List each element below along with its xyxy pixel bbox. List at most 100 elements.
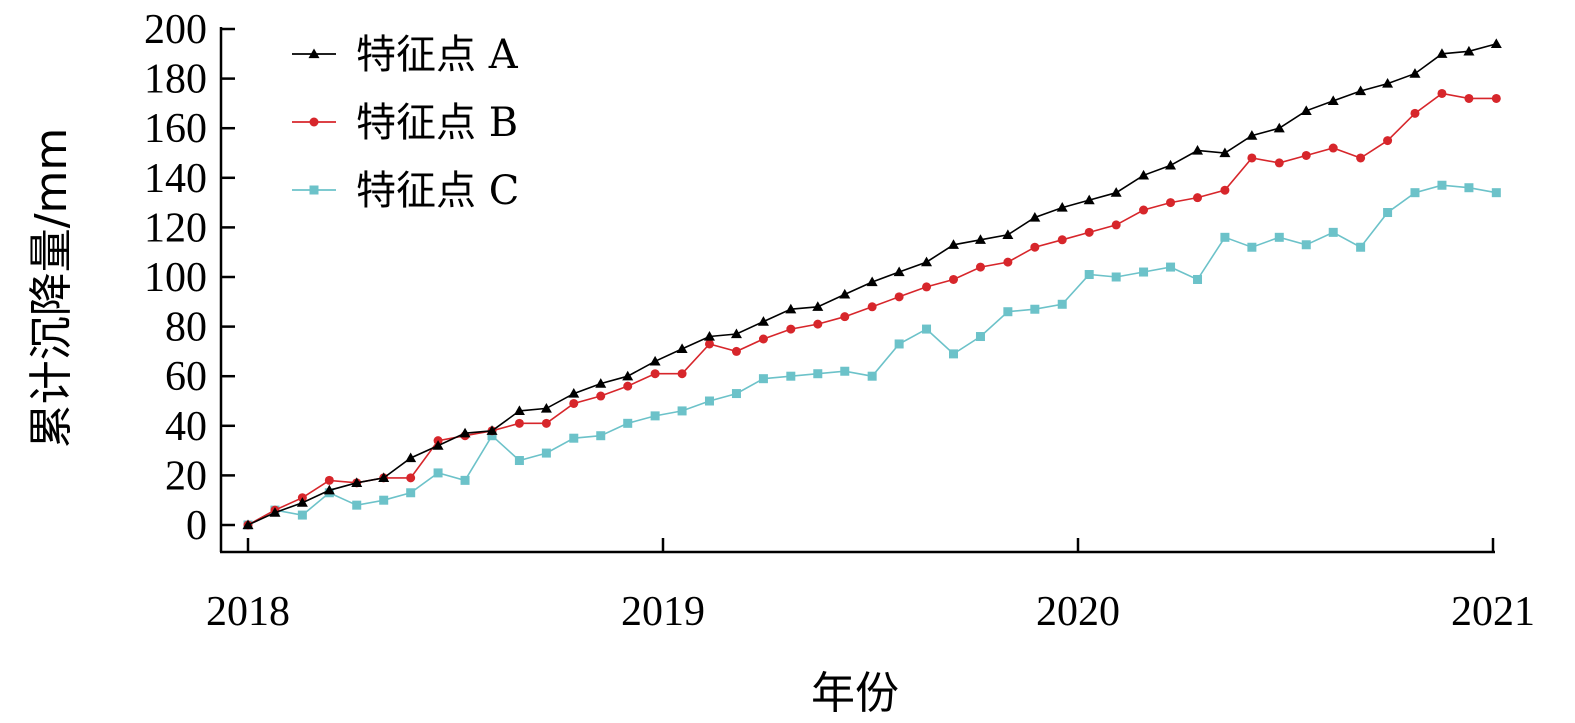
legend: 特征点 A 特征点 B 特征点 C: [292, 32, 519, 214]
series-2: [243, 88, 1501, 530]
data-point: [650, 369, 660, 379]
data-point: [1003, 257, 1013, 267]
data-point: [1410, 108, 1420, 118]
data-point: [1220, 185, 1230, 195]
y-tick-label: 180: [144, 57, 207, 103]
data-point: [1030, 242, 1040, 252]
data-point: [1327, 95, 1339, 106]
data-point: [1356, 153, 1366, 163]
data-point: [459, 427, 471, 438]
data-point: [296, 497, 308, 507]
data-point: [1192, 145, 1204, 155]
x-axis-title: 年份: [811, 668, 899, 719]
data-point: [1301, 240, 1311, 250]
data-point: [840, 366, 850, 376]
data-point: [921, 256, 933, 267]
x-tick-label: 2019: [621, 589, 705, 635]
data-point: [757, 316, 769, 326]
data-point: [1056, 202, 1068, 212]
data-point: [731, 389, 741, 399]
y-tick-label: 40: [165, 404, 207, 450]
data-point: [1084, 227, 1094, 237]
x-ticks: 2018 2019 2020 2021: [206, 538, 1535, 635]
data-point: [1139, 205, 1149, 215]
data-point: [1003, 307, 1013, 317]
legend-item: 特征点 A: [292, 32, 519, 78]
data-point: [894, 339, 904, 349]
data-point: [1356, 242, 1366, 252]
data-point: [595, 378, 607, 388]
data-point: [1139, 267, 1149, 277]
data-point: [813, 369, 823, 379]
data-point: [569, 433, 579, 443]
data-point: [786, 371, 796, 381]
data-point: [1409, 68, 1421, 78]
data-point: [1193, 193, 1203, 203]
x-tick-label: 2018: [206, 589, 290, 635]
data-point: [541, 448, 551, 458]
data-point: [242, 519, 254, 530]
x-tick-label: 2021: [1451, 589, 1535, 635]
data-point: [324, 475, 334, 485]
data-point: [352, 500, 362, 510]
data-point: [487, 431, 497, 441]
data-point: [1166, 262, 1176, 272]
data-point: [568, 388, 580, 398]
y-tick-label: 20: [165, 453, 207, 499]
data-point: [812, 301, 824, 311]
data-point: [1138, 169, 1150, 180]
data-point: [1083, 194, 1095, 205]
data-point: [1057, 299, 1067, 309]
y-tick-label: 60: [165, 354, 207, 400]
data-point: [460, 475, 470, 485]
data-point: [975, 262, 985, 272]
data-point: [1382, 78, 1394, 88]
legend-label: 特征点 B: [356, 100, 518, 146]
legend-marker: [309, 185, 319, 195]
data-point: [596, 431, 606, 441]
data-point: [1029, 211, 1041, 222]
data-point: [866, 276, 878, 287]
data-point: [894, 292, 904, 302]
y-tick-label: 100: [144, 255, 207, 301]
data-point: [813, 319, 823, 329]
series-layer: [242, 38, 1502, 530]
data-point: [1490, 38, 1502, 49]
data-point: [541, 418, 551, 428]
data-point: [730, 328, 742, 339]
data-point: [1383, 208, 1393, 218]
data-point: [1110, 187, 1122, 197]
data-point: [622, 370, 634, 381]
data-point: [1220, 232, 1230, 242]
data-point: [786, 324, 796, 334]
data-point: [1300, 105, 1312, 115]
data-point: [1193, 274, 1203, 284]
data-point: [1355, 85, 1367, 96]
axes: [219, 27, 1495, 554]
data-point: [1219, 147, 1231, 158]
y-tick-label: 160: [144, 106, 207, 152]
data-point: [1084, 270, 1094, 280]
data-point: [433, 468, 443, 478]
data-point: [840, 312, 850, 322]
data-point: [269, 507, 281, 517]
data-point: [1247, 242, 1257, 252]
data-point: [975, 332, 985, 342]
data-point: [540, 402, 552, 413]
data-point: [1464, 93, 1474, 103]
data-point: [351, 477, 363, 487]
data-point: [922, 324, 932, 334]
data-point: [1328, 227, 1338, 237]
data-point: [1437, 180, 1447, 190]
data-point: [1437, 88, 1447, 98]
data-point: [513, 405, 525, 416]
data-point: [323, 484, 335, 495]
data-point: [893, 266, 905, 277]
data-point: [649, 355, 661, 366]
data-point: [405, 452, 417, 463]
data-point: [676, 343, 688, 354]
data-point: [297, 510, 307, 520]
legend-item: 特征点 C: [292, 168, 519, 214]
data-point: [1464, 183, 1474, 193]
data-point: [1491, 188, 1501, 198]
